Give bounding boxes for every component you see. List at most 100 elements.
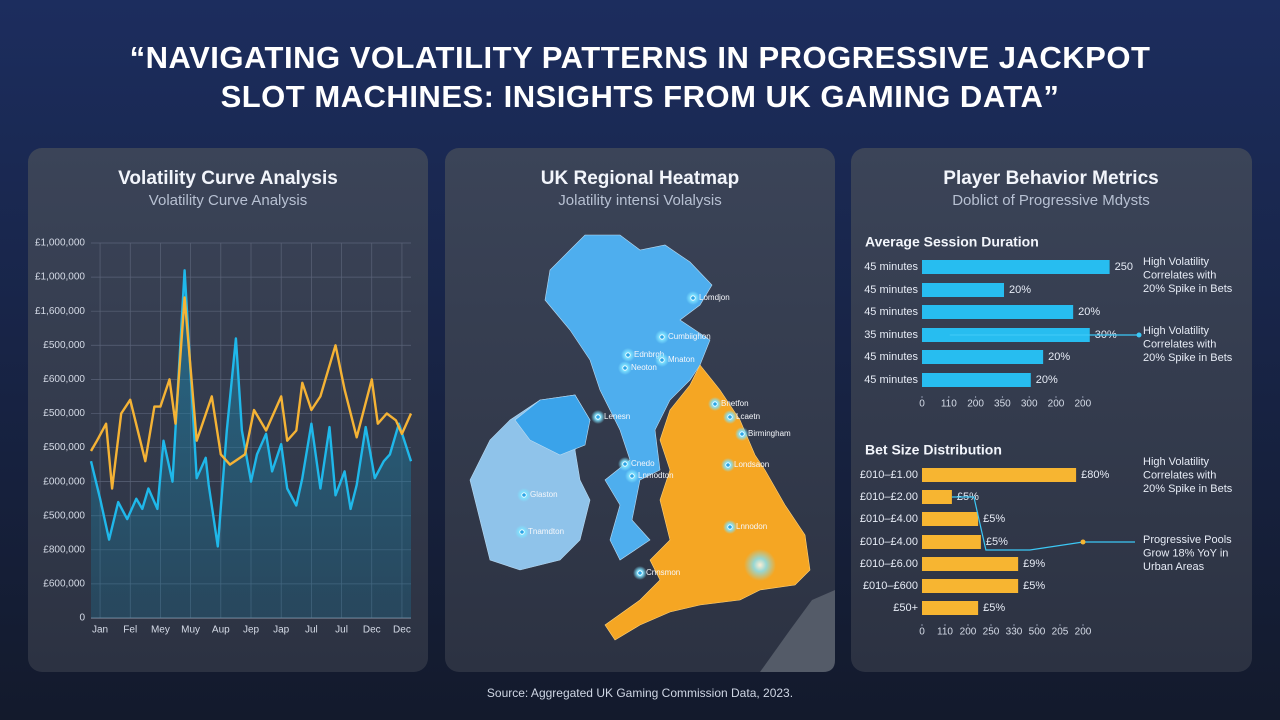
x-tick-label: Mey [151, 625, 170, 636]
x-tick-label: Muy [181, 625, 200, 636]
city-dot [712, 401, 718, 407]
city-label: Tnamdton [528, 527, 564, 536]
city-label: Lenesn [604, 412, 630, 421]
category-label: 45 minutes [864, 351, 918, 363]
annotation: 20% Spike in Bets [1143, 483, 1233, 495]
bar-label: £5% [986, 536, 1008, 548]
city-dot [725, 462, 731, 468]
panel-subtitle: Jolatility intensi Volalysis [558, 192, 721, 209]
bar [922, 283, 1005, 297]
city-dot [727, 524, 733, 530]
annotation: High Volatility [1143, 325, 1210, 337]
bar [922, 350, 1044, 364]
city-dot [739, 431, 745, 437]
annotation: Grow 18% YoY in [1143, 547, 1228, 559]
category-label: £010–£4.00 [860, 513, 918, 525]
x-tick-label: Jap [273, 625, 290, 636]
connector-dot [1080, 539, 1086, 545]
x-tick-label: 300 [1021, 399, 1038, 410]
bar [922, 305, 1074, 319]
city-dot [595, 414, 601, 420]
y-tick-label: £600,000 [43, 579, 85, 590]
x-tick-label: 110 [941, 399, 957, 410]
city-dot [727, 414, 733, 420]
x-tick-label: Jul [305, 625, 318, 636]
chart-title: Bet Size Distribution [865, 442, 1002, 458]
y-tick-label: £600,000 [43, 374, 85, 385]
line [89, 269, 413, 548]
annotation: 20% Spike in Bets [1143, 283, 1233, 295]
city-dot [622, 461, 628, 467]
bar-label: £5% [983, 513, 1005, 525]
y-tick-label: £500,000 [43, 340, 85, 351]
city-label: Lnmodton [638, 471, 674, 480]
y-tick-label: £500,000 [43, 510, 85, 521]
city-dot [519, 529, 525, 535]
category-label: £010–£2.00 [860, 491, 918, 503]
city-label: Lomdjon [699, 293, 730, 302]
city-label: Londsaon [734, 460, 769, 469]
city-dot [629, 473, 635, 479]
city-label: Lnnodon [736, 522, 767, 531]
city-label: Ednbrgh [634, 350, 664, 359]
bar [922, 468, 1077, 482]
category-label: £010–£600 [863, 580, 918, 592]
annotation: High Volatility [1143, 456, 1210, 468]
city-label: Cumbiighon [668, 332, 711, 341]
category-label: £010–£6.00 [860, 558, 918, 570]
bar [922, 512, 979, 526]
bar [922, 373, 1031, 387]
x-tick-label: 200 [1074, 399, 1091, 410]
x-tick-label: 205 [1052, 627, 1069, 638]
x-tick-label: 0 [919, 627, 925, 638]
bar-label: £5% [983, 602, 1005, 614]
x-tick-label: 200 [967, 399, 984, 410]
category-label: 35 minutes [864, 329, 918, 341]
bar-label: 20% [1048, 351, 1070, 363]
annotation: Correlates with [1143, 469, 1216, 481]
x-tick-label: 250 [983, 627, 1000, 638]
bar-label: £80% [1081, 469, 1109, 481]
panel-subtitle: Doblict of Progressive Mdysts [952, 192, 1150, 209]
x-tick-label: 350 [994, 399, 1011, 410]
panel-title: UK Regional Heatmap [541, 168, 739, 189]
title-line: SLOT MACHINES: INSIGHTS FROM UK GAMING D… [221, 79, 1060, 114]
bar [922, 535, 981, 549]
connector-dot [1136, 332, 1142, 338]
annotation: Correlates with [1143, 338, 1216, 350]
city-label: Glaston [530, 490, 558, 499]
x-tick-label: Jan [92, 625, 108, 636]
panel [851, 148, 1252, 672]
area [91, 270, 411, 618]
city-label: Cnedo [631, 459, 655, 468]
scotland-wales [544, 234, 713, 561]
bar [922, 601, 979, 615]
annotation: High Volatility [1143, 256, 1210, 268]
source: Source: Aggregated UK Gaming Commission … [487, 686, 793, 700]
y-tick-label: £1,000,000 [35, 272, 85, 283]
category-label: 45 minutes [864, 284, 918, 296]
y-tick-label: £500,000 [43, 408, 85, 419]
y-tick-label: £500,000 [43, 442, 85, 453]
bar [922, 490, 952, 504]
city-dot [625, 352, 631, 358]
x-tick-label: 200 [1075, 627, 1092, 638]
city-label: Bnetfon [721, 399, 749, 408]
category-label: £50+ [893, 602, 918, 614]
category-label: £010–£4.00 [860, 536, 918, 548]
category-label: 45 minutes [864, 306, 918, 318]
y-tick-label: £800,000 [43, 544, 85, 555]
bar-label: 20% [1036, 374, 1058, 386]
x-tick-label: 500 [1029, 627, 1046, 638]
northern-ireland [514, 394, 591, 456]
city-label: Lcaetn [736, 412, 760, 421]
panel-title: Volatility Curve Analysis [118, 168, 338, 189]
category-label: 45 minutes [864, 261, 918, 273]
x-tick-label: 200 [1048, 399, 1065, 410]
continent [760, 590, 835, 672]
panel-subtitle: Volatility Curve Analysis [149, 192, 307, 209]
y-tick-label: £1,600,000 [35, 306, 85, 317]
panel-title: Player Behavior Metrics [943, 168, 1158, 189]
